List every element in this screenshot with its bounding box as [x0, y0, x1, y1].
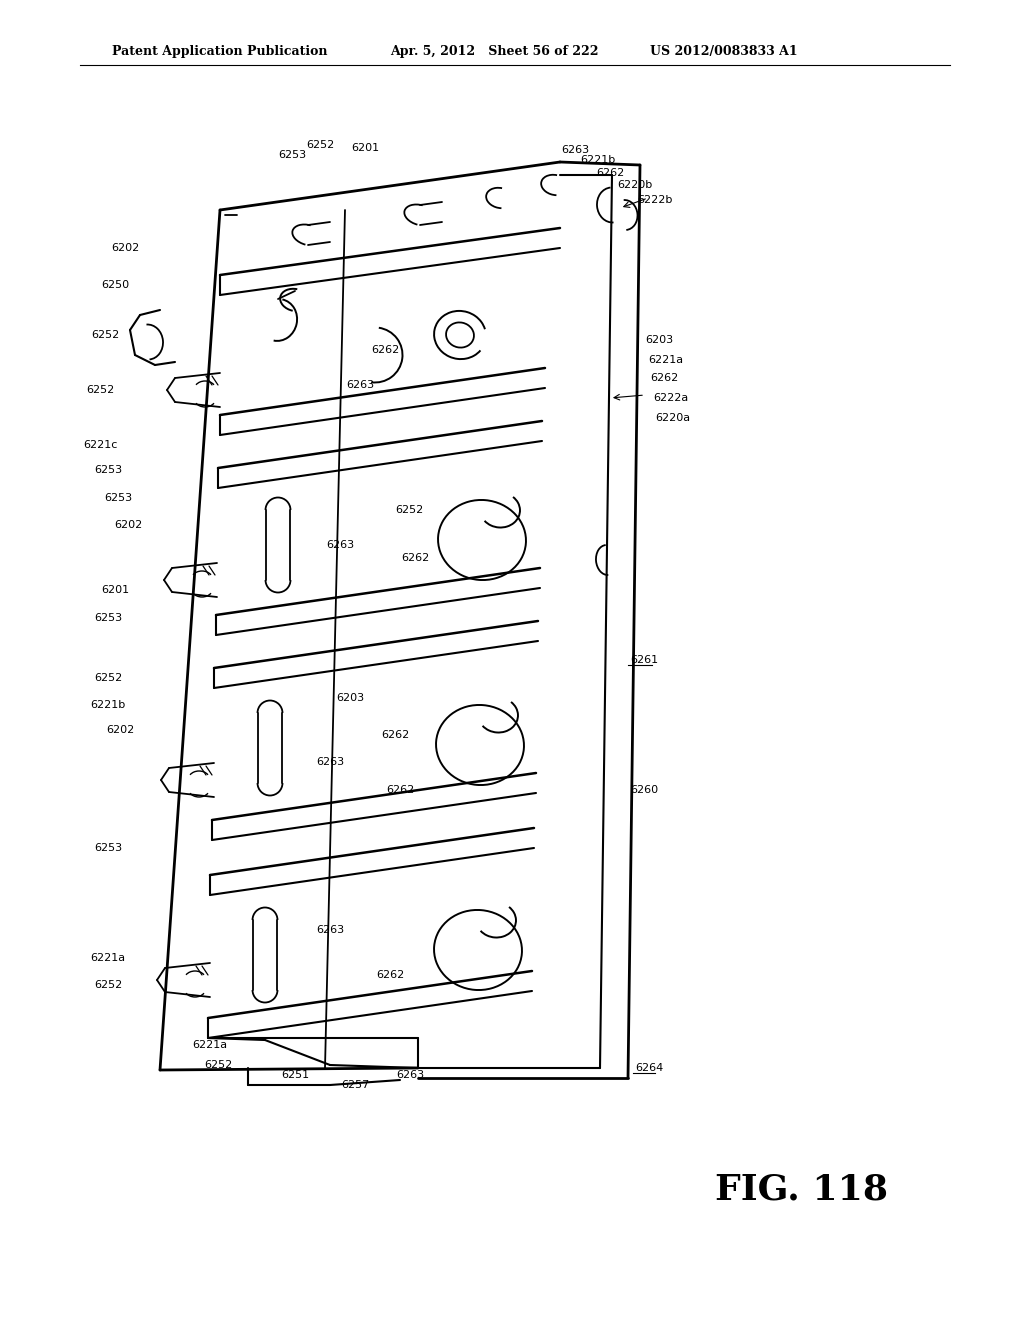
Text: 6262: 6262 [371, 345, 399, 355]
Text: 6250: 6250 [101, 280, 129, 290]
Text: 6221c: 6221c [83, 440, 117, 450]
Text: 6260: 6260 [630, 785, 658, 795]
Text: 6252: 6252 [204, 1060, 232, 1071]
Text: 6221b: 6221b [581, 154, 615, 165]
Text: 6203: 6203 [645, 335, 673, 345]
Text: 6257: 6257 [341, 1080, 369, 1090]
Text: 6252: 6252 [94, 979, 122, 990]
Text: 6263: 6263 [561, 145, 589, 154]
Text: 6262: 6262 [376, 970, 404, 979]
Text: 6263: 6263 [316, 925, 344, 935]
Text: 6221b: 6221b [90, 700, 126, 710]
Text: 6251: 6251 [281, 1071, 309, 1080]
Text: 6252: 6252 [94, 673, 122, 682]
Text: 6262: 6262 [386, 785, 414, 795]
Text: 6252: 6252 [91, 330, 119, 341]
Text: 6220a: 6220a [655, 413, 690, 422]
Text: 6253: 6253 [94, 612, 122, 623]
Text: Apr. 5, 2012   Sheet 56 of 222: Apr. 5, 2012 Sheet 56 of 222 [390, 45, 598, 58]
Text: 6221a: 6221a [90, 953, 126, 964]
Text: 6221a: 6221a [648, 355, 683, 366]
Text: 6221a: 6221a [193, 1040, 227, 1049]
Text: 6262: 6262 [596, 168, 624, 178]
Text: 6253: 6253 [94, 465, 122, 475]
Text: 6252: 6252 [395, 506, 423, 515]
Text: 6263: 6263 [346, 380, 374, 389]
Text: 6201: 6201 [351, 143, 379, 153]
Text: 6201: 6201 [101, 585, 129, 595]
Text: 6202: 6202 [105, 725, 134, 735]
Text: 6253: 6253 [94, 843, 122, 853]
Text: 6263: 6263 [316, 756, 344, 767]
Text: 6202: 6202 [111, 243, 139, 253]
Text: 6203: 6203 [336, 693, 365, 704]
Text: US 2012/0083833 A1: US 2012/0083833 A1 [650, 45, 798, 58]
Text: FIG. 118: FIG. 118 [715, 1173, 888, 1206]
Text: 6220b: 6220b [617, 180, 652, 190]
Text: 6253: 6253 [104, 492, 132, 503]
Text: 6253: 6253 [278, 150, 306, 160]
Text: 6264: 6264 [635, 1063, 664, 1073]
Text: 6222b: 6222b [637, 195, 673, 205]
Text: Patent Application Publication: Patent Application Publication [112, 45, 328, 58]
Text: 6263: 6263 [396, 1071, 424, 1080]
Text: 6222a: 6222a [653, 393, 688, 403]
Text: 6262: 6262 [650, 374, 678, 383]
Text: 6261: 6261 [630, 655, 658, 665]
Text: 6262: 6262 [400, 553, 429, 564]
Text: 6263: 6263 [326, 540, 354, 550]
Text: 6252: 6252 [306, 140, 334, 150]
Text: 6252: 6252 [86, 385, 114, 395]
Text: 6262: 6262 [381, 730, 410, 741]
Text: 6202: 6202 [114, 520, 142, 531]
